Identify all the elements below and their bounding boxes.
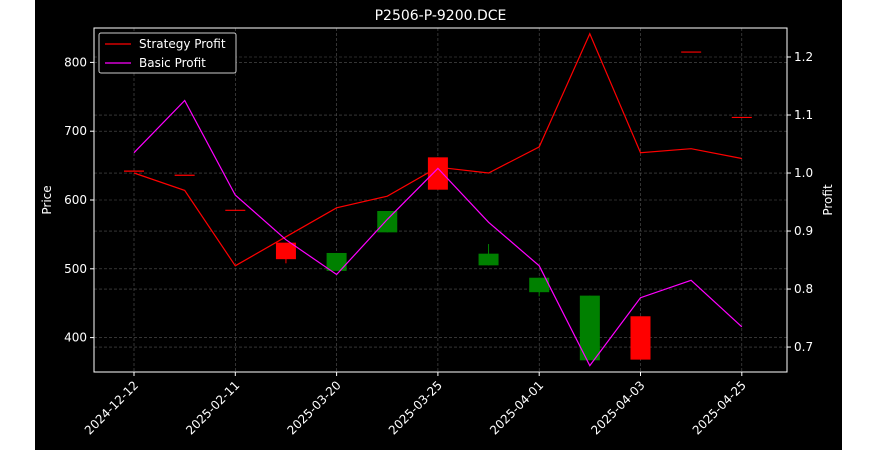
y-right-tick-label: 1.2 [794,50,813,64]
y-right-tick-label: 0.8 [794,282,813,296]
x-tick-label: 2024-12-12 [82,378,141,437]
y-left-tick-label: 500 [64,262,87,276]
y-left-tick-label: 800 [64,55,87,69]
candle-body [478,253,499,266]
x-tick-label: 2025-03-20 [285,378,344,437]
candle-body [427,157,448,190]
y-right-tick-label: 0.7 [794,340,813,354]
y-left-tick-label: 400 [64,331,87,345]
y-right-tick-label: 1.1 [794,108,813,122]
candle-layer [124,51,752,361]
candle-body [579,295,600,361]
x-tick-label: 2025-02-11 [183,378,242,437]
legend: Strategy Profit Basic Profit [98,32,237,74]
chart-title: P2506-P-9200.DCE [375,8,507,24]
candle-body [326,252,347,271]
x-tick-label: 2025-04-03 [588,378,647,437]
grid-layer [94,28,787,372]
candle-body [630,316,651,360]
line-layer [133,32,743,367]
legend-label-strategy-profit: Strategy Profit [139,37,226,51]
x-tick-label: 2025-03-25 [386,378,445,437]
strategy-profit-line [133,32,742,267]
y-right-tick-label: 1.0 [794,166,813,180]
y-axis-right-label: Profit [821,184,835,216]
chart-svg: 400 500 600 700 800 0.7 0.8 0.9 1.0 1.1 1.2 2024-12… [40,8,835,437]
chart-figure: 400 500 600 700 800 0.7 0.8 0.9 1.0 1.1 1.2 2024-12… [35,0,842,450]
y-right-tick-label: 0.9 [794,224,813,238]
y-axis-left-label: Price [40,185,54,214]
y-left-tick-label: 700 [64,124,87,138]
candle-body [377,211,398,233]
y-left-tick-label: 600 [64,193,87,207]
candle-body [275,242,296,260]
x-tick-label: 2025-04-01 [487,378,546,437]
candle-body [529,277,550,293]
legend-box [98,32,237,74]
basic-profit-line [133,99,743,367]
axis-layer: 400 500 600 700 800 0.7 0.8 0.9 1.0 1.1 1.2 2024-12… [64,50,813,437]
x-tick-label: 2025-04-25 [690,378,749,437]
legend-label-basic-profit: Basic Profit [139,56,206,70]
